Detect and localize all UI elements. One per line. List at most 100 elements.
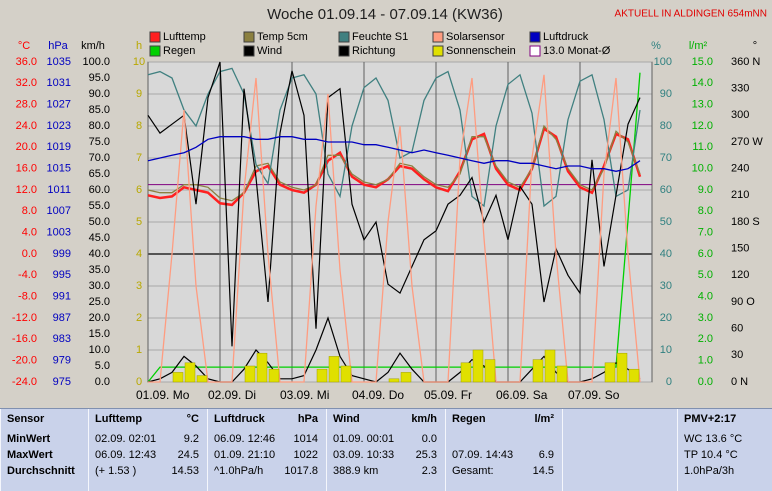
- y-tick-label: 1011: [47, 184, 71, 196]
- table-cell: 06.09. 12:43: [95, 449, 157, 461]
- y-tick-label: 10: [133, 56, 145, 68]
- table-column: Sensor MinWert MaxWert Durchschnitt: [0, 409, 88, 491]
- bar: [256, 352, 268, 383]
- y-tick-label: 10: [660, 344, 672, 356]
- y-tick-label: 16.0: [16, 163, 37, 175]
- y-tick-label: 270 W: [731, 136, 763, 148]
- y-tick-label: 6.0: [698, 248, 713, 260]
- bar: [556, 365, 568, 383]
- y-tick-label: 10.0: [89, 344, 110, 356]
- table-header-cell: km/h: [411, 413, 437, 425]
- y-tick-label: 1031: [47, 77, 71, 89]
- bar: [328, 356, 340, 383]
- legend-swatch: [149, 31, 161, 43]
- table-cell: 01.09. 00:01: [333, 433, 395, 445]
- legend-label: Wind: [257, 45, 282, 57]
- y-tick-label: 75.0: [89, 136, 110, 148]
- grid: [147, 61, 653, 383]
- y-tick-label: 45.0: [89, 232, 110, 244]
- y-tick-label: 100.0: [82, 56, 110, 68]
- y-tick-label: 150: [731, 243, 749, 255]
- table-header-cell: Luftdruck: [214, 413, 265, 425]
- x-tick-label: 02.09. Di: [208, 388, 256, 402]
- y-tick-label: 35.0: [89, 264, 110, 276]
- table-header-cell: Wind: [333, 413, 360, 425]
- axis-unit: l/m²: [689, 40, 708, 52]
- axis-unit: h: [136, 40, 142, 52]
- y-tick-label: 9.0: [698, 184, 713, 196]
- y-tick-label: 90.0: [89, 88, 110, 100]
- table-cell: 02.09. 02:01: [95, 433, 157, 445]
- table-column: Lufttemp °C 02.09. 02:01 9.2 06.09. 12:43 24.…: [88, 409, 207, 491]
- y-tick-label: 240: [731, 163, 749, 175]
- x-tick-label: 01.09. Mo: [136, 388, 190, 402]
- y-tick-label: 180 S: [731, 216, 760, 228]
- y-tick-label: 9: [136, 88, 142, 100]
- y-tick-label: 36.0: [16, 56, 37, 68]
- y-tick-label: 0: [136, 376, 142, 388]
- table-cell: 03.09. 10:33: [333, 449, 395, 461]
- axis-unit: km/h: [81, 40, 105, 52]
- bar: [388, 378, 400, 383]
- y-tick-label: 13.0: [692, 99, 713, 111]
- table-header-cell: Lufttemp: [95, 413, 143, 425]
- y-tick-label: -16.0: [12, 333, 37, 345]
- y-tick-label: 14.0: [692, 77, 713, 89]
- y-tick-label: 4.0: [698, 291, 713, 303]
- bar: [340, 365, 352, 383]
- y-tick-label: 20: [660, 312, 672, 324]
- y-tick-label: 30.0: [89, 280, 110, 292]
- legend-swatch: [432, 31, 444, 43]
- chart-title: Woche 01.09.14 - 07.09.14 (KW36): [267, 6, 503, 23]
- y-tick-label: 95.0: [89, 72, 110, 84]
- y-tick-label: 987: [53, 312, 71, 324]
- table-cell: 25.3: [415, 449, 437, 461]
- legend-swatch: [338, 31, 350, 43]
- y-tick-label: 25.0: [89, 296, 110, 308]
- bar: [184, 362, 196, 383]
- y-tick-label: -24.0: [12, 376, 37, 388]
- y-tick-label: 55.0: [89, 200, 110, 212]
- y-tick-label: 85.0: [89, 104, 110, 116]
- y-tick-label: 975: [53, 376, 71, 388]
- table-cell: ^1.0hPa/h: [214, 465, 264, 477]
- y-tick-label: 8.0: [698, 205, 713, 217]
- y-tick-label: 40: [660, 248, 672, 260]
- y-tick-label: 4.0: [22, 227, 37, 239]
- table-cell: 24.5: [177, 449, 199, 461]
- table-column: Luftdruck hPa 06.09. 12:46 1014 01.09. 21:10…: [207, 409, 326, 491]
- y-tick-label: 40.0: [89, 248, 110, 260]
- table-cell: 1014: [293, 433, 318, 445]
- y-tick-label: 32.0: [16, 77, 37, 89]
- y-tick-label: 1035: [47, 56, 71, 68]
- y-tick-label: 995: [53, 269, 71, 281]
- table-cell: 0.0: [421, 433, 437, 445]
- bar: [172, 372, 184, 383]
- y-tick-label: 1007: [47, 205, 71, 217]
- y-tick-label: 30: [660, 280, 672, 292]
- legend-label: Sonnenschein: [446, 45, 516, 57]
- y-tick-label: 65.0: [89, 168, 110, 180]
- y-tick-label: 1023: [47, 120, 71, 132]
- table-cell: 1.0hPa/3h: [684, 465, 735, 477]
- y-tick-label: 7: [136, 152, 142, 164]
- y-tick-label: 8: [136, 120, 142, 132]
- y-tick-label: 1.0: [698, 355, 713, 367]
- y-tick-label: 28.0: [16, 99, 37, 111]
- table-cell: 1017.8: [284, 465, 318, 477]
- legend-swatch: [432, 45, 444, 57]
- table-cell: 1022: [293, 449, 318, 461]
- legend-label: Solarsensor: [446, 31, 505, 43]
- legend-swatch: [529, 45, 541, 57]
- y-tick-label: 2: [136, 312, 142, 324]
- y-tick-label: -8.0: [18, 291, 37, 303]
- bar: [544, 349, 556, 383]
- table-header-cell: PMV+2:17: [684, 413, 737, 425]
- y-tick-label: 1003: [47, 227, 71, 239]
- y-tick-label: 0.0: [95, 376, 110, 388]
- table-column: Regen l/m² 07.09. 14:43 6.9 Gesamt: 14.5: [445, 409, 562, 491]
- y-tick-label: 5: [136, 216, 142, 228]
- y-tick-label: 50.0: [89, 216, 110, 228]
- y-tick-label: 20.0: [16, 141, 37, 153]
- y-tick-label: 991: [53, 291, 71, 303]
